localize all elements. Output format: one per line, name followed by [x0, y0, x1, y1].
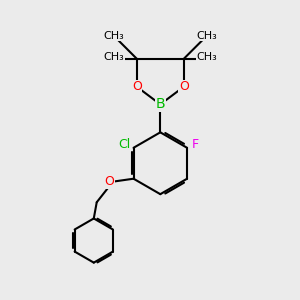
Text: O: O: [132, 80, 142, 93]
Text: CH₃: CH₃: [196, 31, 217, 41]
Text: B: B: [155, 98, 165, 111]
Text: CH₃: CH₃: [103, 52, 124, 62]
Text: CH₃: CH₃: [196, 52, 217, 62]
Text: CH₃: CH₃: [103, 31, 124, 41]
Text: O: O: [179, 80, 189, 93]
Text: F: F: [192, 138, 199, 151]
Text: Cl: Cl: [118, 138, 130, 151]
Text: O: O: [104, 175, 114, 188]
